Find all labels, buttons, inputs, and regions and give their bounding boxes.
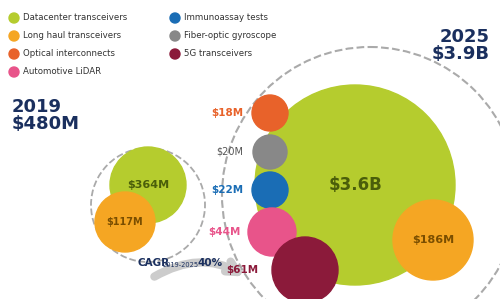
Text: Datacenter transceivers: Datacenter transceivers [23,13,127,22]
Text: $20M: $20M [216,147,243,157]
Text: $186M: $186M [412,235,454,245]
Text: $18M: $18M [211,108,243,118]
Text: 5G transceivers: 5G transceivers [184,50,252,59]
Text: Automotive LiDAR: Automotive LiDAR [23,68,101,77]
Text: $117M: $117M [106,217,144,227]
Circle shape [9,31,19,41]
Circle shape [170,31,180,41]
Text: $44M: $44M [208,227,241,237]
Circle shape [272,237,338,299]
Circle shape [248,208,296,256]
Text: $3.9B: $3.9B [432,45,490,63]
Circle shape [255,85,455,285]
Text: $364M: $364M [127,180,169,190]
Circle shape [170,13,180,23]
Circle shape [95,192,155,252]
Text: $22M: $22M [211,185,243,195]
Text: CAGR: CAGR [138,258,170,268]
Circle shape [110,147,186,223]
Text: Immunoassay tests: Immunoassay tests [184,13,268,22]
Text: Long haul transceivers: Long haul transceivers [23,31,121,40]
Text: $61M: $61M [226,265,258,275]
Circle shape [252,172,288,208]
Text: 2025: 2025 [440,28,490,46]
Circle shape [253,135,287,169]
Circle shape [9,49,19,59]
Circle shape [9,13,19,23]
Circle shape [393,200,473,280]
Circle shape [170,49,180,59]
Text: 40%: 40% [197,258,222,268]
Text: $3.6B: $3.6B [328,176,382,194]
Text: Optical interconnects: Optical interconnects [23,50,115,59]
Text: 2019: 2019 [12,98,62,116]
Circle shape [252,95,288,131]
Circle shape [9,67,19,77]
Text: $480M: $480M [12,115,80,133]
Text: 2019-2025: 2019-2025 [163,262,199,268]
Text: Fiber-optic gyroscope: Fiber-optic gyroscope [184,31,276,40]
